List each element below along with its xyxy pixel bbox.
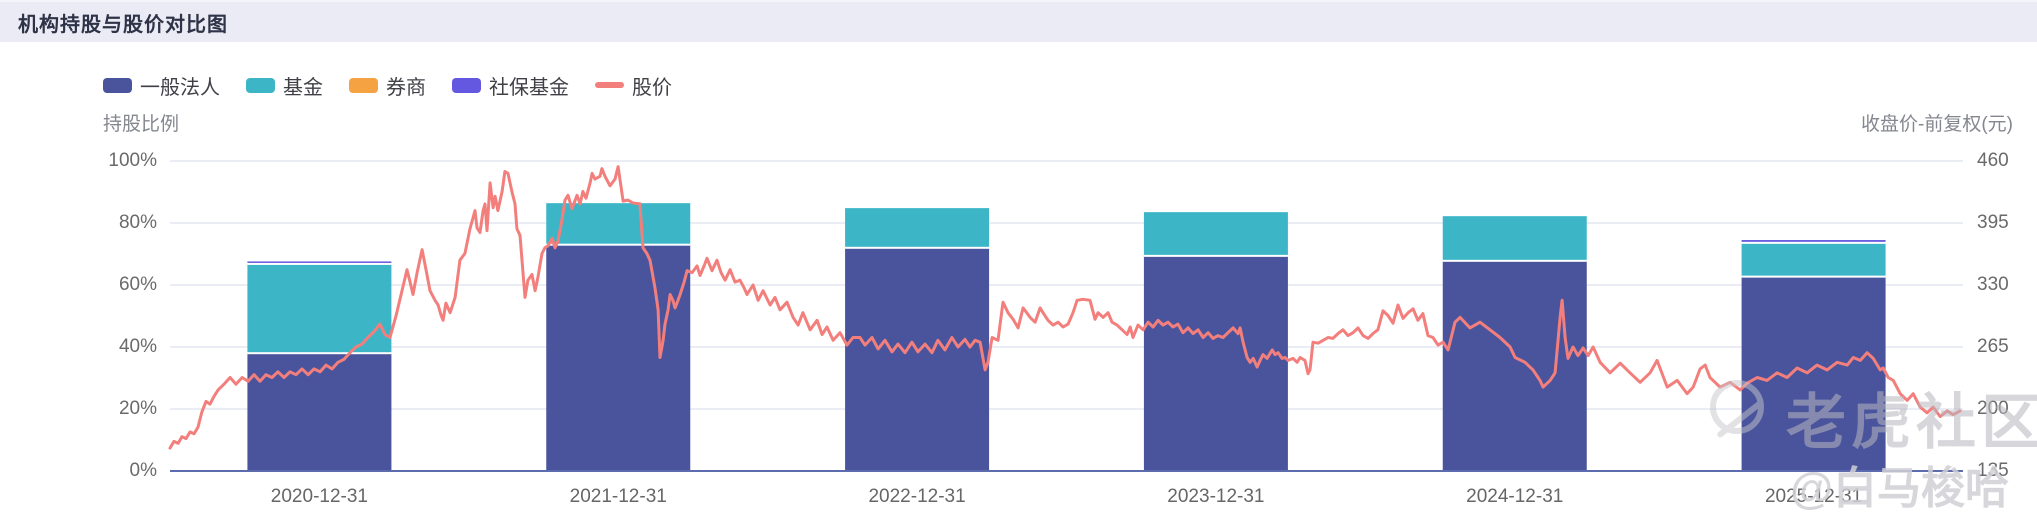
legend-line-swatch-icon (595, 82, 624, 88)
bar-segment-separator (546, 243, 691, 246)
left-tick-80%: 80% (118, 212, 157, 233)
bar-segment-separator (1143, 254, 1288, 257)
right-axis-title: 收盘价-前复权(元) (1861, 114, 2013, 135)
bar-segment-separator (1741, 241, 1886, 244)
bar-segment-separator (1442, 259, 1587, 262)
right-tick-265: 265 (1977, 336, 2009, 357)
legend-rect-swatch-icon (349, 77, 378, 93)
left-tick-100%: 100% (108, 150, 157, 171)
bar-2025-12-31-社保基金[interactable] (1741, 240, 1886, 242)
legend-rect-swatch-icon (452, 77, 481, 93)
bar-segment-separator (247, 352, 392, 355)
bar-2024-12-31-基金[interactable] (1442, 216, 1587, 260)
bar-segment-separator (247, 262, 392, 265)
legend-item-基金[interactable]: 基金 (246, 71, 323, 100)
x-label-2022-12-31: 2022-12-31 (868, 486, 966, 507)
chart-title-bar: 机构持股与股价对比图 (0, 0, 2037, 42)
left-tick-40%: 40% (118, 336, 157, 357)
bar-2022-12-31-基金[interactable] (845, 208, 990, 247)
bar-2025-12-31-一般法人[interactable] (1741, 276, 1886, 471)
x-label-2020-12-31: 2020-12-31 (270, 486, 368, 507)
bar-2023-12-31-基金[interactable] (1143, 212, 1288, 255)
bar-2020-12-31-社保基金[interactable] (247, 261, 392, 263)
legend-item-社保基金[interactable]: 社保基金 (452, 71, 569, 100)
left-tick-0%: 0% (129, 460, 157, 481)
chart-title: 机构持股与股价对比图 (18, 13, 228, 36)
right-tick-135: 135 (1977, 460, 2009, 481)
legend-item-一般法人[interactable]: 一般法人 (103, 71, 220, 100)
legend-item-label: 券商 (386, 76, 426, 99)
legend-item-label: 一般法人 (140, 76, 220, 99)
legend-rect-swatch-icon (246, 77, 275, 93)
right-tick-200: 200 (1977, 398, 2009, 419)
legend-item-股价[interactable]: 股价 (595, 71, 672, 100)
legend-rect-swatch-icon (103, 77, 132, 93)
bar-2021-12-31-一般法人[interactable] (546, 244, 691, 471)
bar-2021-12-31-基金[interactable] (546, 203, 691, 244)
x-label-2024-12-31: 2024-12-31 (1466, 486, 1564, 507)
legend: 一般法人 基金 券商 社保基金 股价 (103, 70, 672, 100)
x-label-2025-12-31: 2025-12-31 (1764, 486, 1863, 507)
bar-segment-separator (1741, 275, 1886, 278)
x-label-2021-12-31: 2021-12-31 (569, 486, 667, 507)
bar-segment-separator (845, 246, 990, 249)
legend-item-券商[interactable]: 券商 (349, 71, 426, 100)
left-axis-title: 持股比例 (103, 114, 180, 135)
bar-2025-12-31-基金[interactable] (1741, 242, 1886, 276)
right-tick-460: 460 (1977, 150, 2009, 171)
x-label-2023-12-31: 2023-12-31 (1167, 486, 1265, 507)
left-tick-20%: 20% (118, 398, 157, 419)
legend-item-label: 基金 (283, 76, 323, 99)
price-line-股价[interactable] (168, 165, 1962, 450)
right-tick-395: 395 (1977, 212, 2009, 233)
bar-2020-12-31-基金[interactable] (247, 263, 392, 353)
left-tick-60%: 60% (118, 274, 157, 295)
bar-2023-12-31-一般法人[interactable] (1143, 255, 1288, 471)
bar-2022-12-31-一般法人[interactable] (845, 247, 990, 471)
bar-2024-12-31-一般法人[interactable] (1442, 260, 1587, 471)
right-tick-330: 330 (1977, 274, 2009, 295)
legend-item-label: 股价 (632, 76, 672, 99)
legend-item-label: 社保基金 (489, 76, 569, 99)
